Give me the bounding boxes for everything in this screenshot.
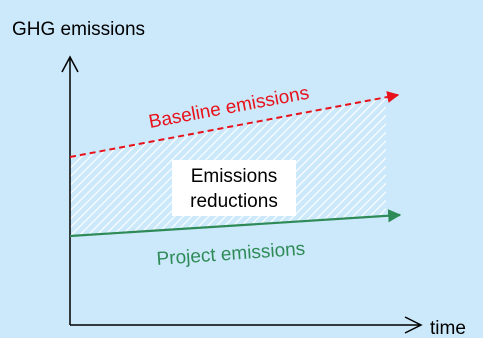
y-axis-arrowhead [61,55,79,73]
project-emissions-label: Project emissions [156,239,306,270]
x-axis-label: time [430,318,466,338]
reductions-label-box [172,160,296,216]
x-axis-arrowhead [404,316,423,334]
reductions-label-line1: Emissions [191,166,278,187]
reductions-label-line2: reductions [190,191,278,212]
y-axis-label: GHG emissions [12,19,145,40]
baseline-emissions-line [69,91,400,158]
project-emissions-line [69,209,402,238]
